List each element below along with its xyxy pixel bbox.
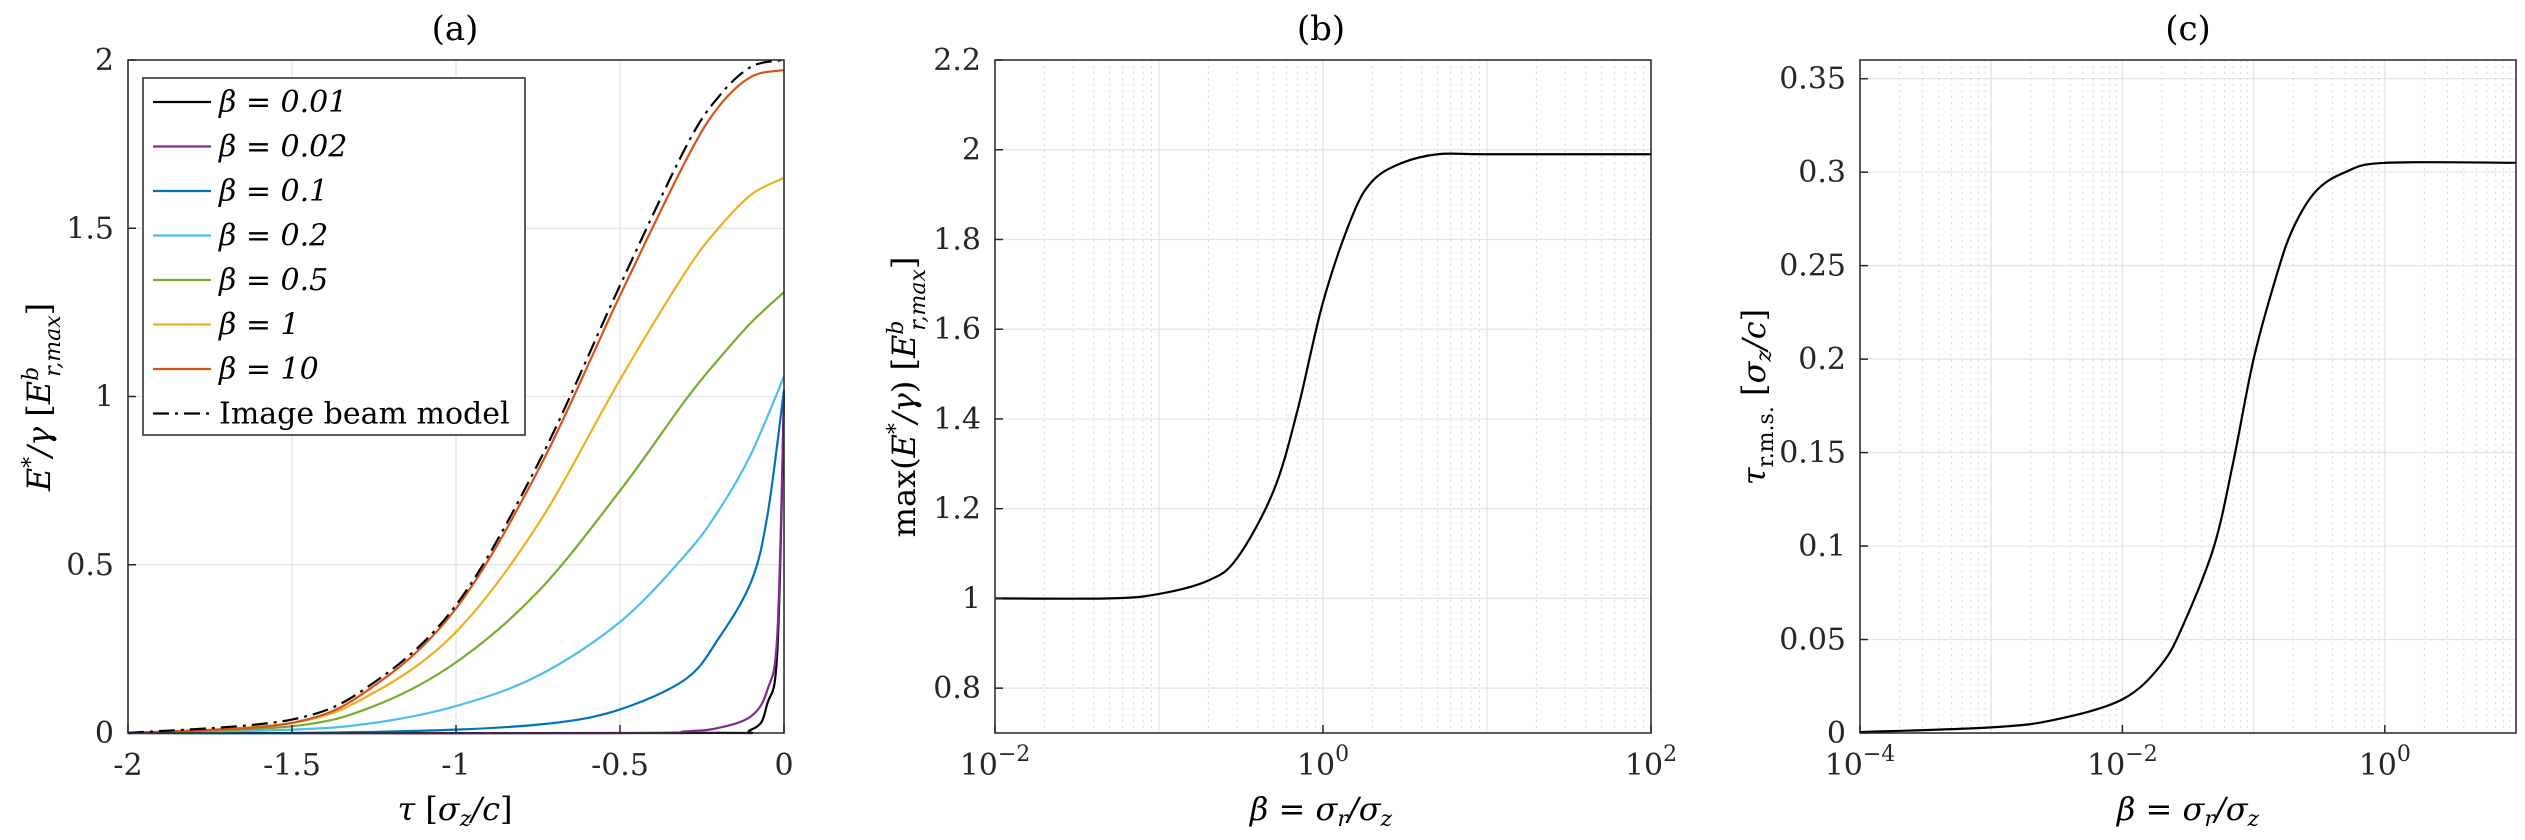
a-xlabel: τ [σz/c]	[398, 790, 513, 832]
b-y-tick-label: 0.8	[933, 671, 981, 706]
a-series-line-4	[127, 291, 785, 735]
panel-c: (c) 10−4 10−2 10000.050.10.150.20.250.30.3…	[1735, 9, 2517, 832]
c-series-line-0	[1859, 161, 2517, 734]
legend-label-6: β = 10	[218, 352, 319, 387]
a-ticks: -2 -1.5 -1 -0.5 0 0 0.5 1 1.5 2	[66, 43, 793, 783]
b-x-tick-exponent: 2	[1663, 742, 1677, 767]
b-series-line-0	[994, 152, 1651, 600]
a-x-tick-label: -1	[441, 748, 470, 783]
legend-items: β = 0.01 β = 0.02 β = 0.1 β = 0.2 β = 0.5 β =…	[153, 85, 510, 432]
c-ylabel: τr.m.s. [σz/c]	[1735, 309, 1781, 485]
a-series-line-3	[127, 375, 786, 735]
b-y-tick-label: 1.8	[933, 222, 981, 257]
c-x-tick-exponent: 0	[2397, 742, 2411, 767]
b-grid	[994, 59, 1652, 733]
a-x-tick-label: -0.5	[591, 748, 649, 783]
c-y-tick-label: 0.3	[1798, 155, 1846, 190]
b-y-tick-label: 1.6	[933, 312, 981, 347]
b-x-tick-exponent: 0	[1335, 742, 1349, 767]
legend-label-0: β = 0.01	[218, 85, 347, 120]
panel-a-title: (a)	[432, 9, 479, 49]
a-series-line-7	[127, 58, 785, 735]
c-y-tick-label: 0.05	[1779, 623, 1846, 658]
legend-label-7: Image beam model	[219, 397, 510, 432]
c-xlabel: β = σr/σz	[2116, 790, 2260, 832]
c-y-tick-label: 0.2	[1798, 342, 1846, 377]
b-x-tick-exponent: −2	[998, 742, 1030, 767]
a-y-tick-label: 0.5	[66, 548, 114, 583]
c-x-tick-label: 100	[2359, 742, 2411, 783]
b-xlabel: β = σr/σz	[1249, 790, 1393, 832]
legend-label-4: β = 0.5	[218, 263, 328, 298]
c-y-tick-label: 0.1	[1798, 529, 1846, 564]
a-ylabel: E*/γ [Ebr,max]	[19, 303, 66, 492]
b-y-tick-label: 1	[962, 581, 981, 616]
b-y-tick-label: 2.2	[933, 43, 981, 78]
b-x-tick-label: 102	[1625, 742, 1677, 783]
a-x-tick-label: -2	[113, 748, 142, 783]
a-y-tick-label: 2	[95, 43, 114, 78]
a-x-tick-label: 0	[774, 748, 793, 783]
c-y-tick-label: 0.25	[1779, 249, 1846, 284]
a-x-tick-label: -1.5	[263, 748, 321, 783]
c-axes-box	[1859, 59, 2517, 734]
a-series-line-6	[127, 69, 785, 735]
legend: β = 0.01 β = 0.02 β = 0.1 β = 0.2 β = 0.5 β =…	[142, 77, 526, 436]
a-y-tick-label: 1.5	[66, 211, 114, 246]
panel-a: (a) -2 -1.5 -1 -0.5 000.511.52 β = 0.01β = 0…	[19, 9, 794, 832]
b-y-tick-label: 2	[962, 133, 981, 168]
c-y-tick-label: 0	[1827, 716, 1846, 751]
c-y-tick-label: 0.15	[1779, 436, 1846, 471]
c-series	[1859, 161, 2517, 734]
c-y-tick-label: 0.35	[1779, 62, 1846, 97]
legend-box	[142, 77, 526, 436]
legend-label-1: β = 0.02	[218, 130, 347, 165]
b-x-tick-label: 100	[1297, 742, 1349, 783]
b-y-tick-label: 1.2	[933, 492, 981, 527]
b-y-tick-label: 1.4	[933, 402, 981, 437]
panel-c-title: (c)	[2165, 9, 2211, 49]
panel-b: (b) 10−2 100 102 0.8 1 1.2 1.4 1.6 1.8 2 2.2 β = σ…	[884, 9, 1677, 832]
c-x-tick-label: 10−4	[1825, 742, 1896, 783]
b-series	[994, 152, 1651, 600]
a-y-tick-label: 1	[95, 380, 114, 415]
b-ylabel: max(E*/γ) [Ebr,max]	[884, 257, 931, 538]
b-x-tick-label: 10−2	[960, 742, 1031, 783]
c-x-tick-exponent: −2	[2125, 742, 2157, 767]
legend-label-5: β = 1	[218, 308, 300, 343]
legend-label-2: β = 0.1	[218, 174, 328, 209]
c-grid	[1859, 60, 2517, 734]
panel-b-title: (b)	[1297, 9, 1345, 49]
c-x-tick-label: 10−2	[2087, 742, 2158, 783]
legend-label-3: β = 0.2	[218, 219, 328, 254]
a-y-tick-label: 0	[95, 716, 114, 751]
c-x-tick-exponent: −4	[1863, 742, 1895, 767]
